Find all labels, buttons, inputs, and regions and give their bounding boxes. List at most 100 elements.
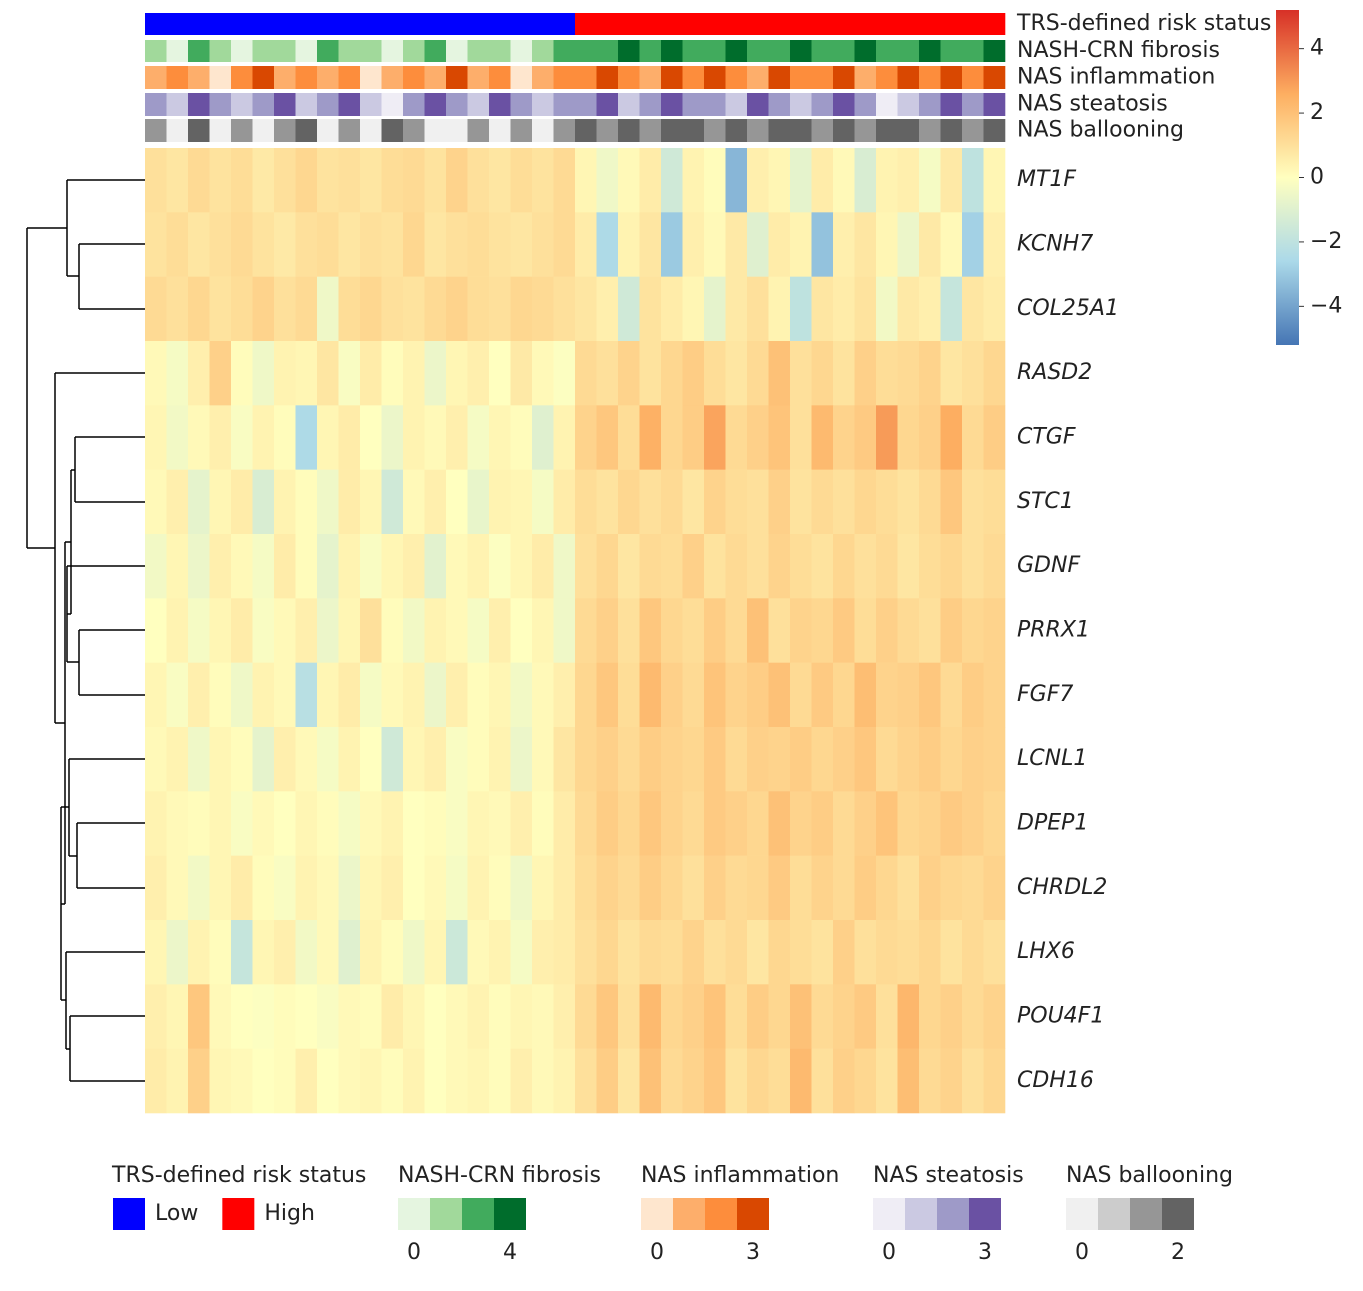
annotation-cell <box>489 40 511 62</box>
heatmap-cell <box>618 276 640 342</box>
legend-swatch <box>705 1198 737 1230</box>
heatmap-cell <box>317 855 339 921</box>
legend-tick-label: 0 <box>1075 1240 1089 1265</box>
heatmap-cell <box>403 984 425 1049</box>
legend-tick-label: 0 <box>407 1240 421 1265</box>
heatmap-cell <box>983 469 1006 535</box>
heatmap-cell <box>575 405 597 470</box>
annotation-cell <box>704 40 726 62</box>
annotation-cell <box>209 66 232 89</box>
heatmap-cell <box>919 1048 941 1114</box>
heatmap-cell <box>252 984 275 1049</box>
heatmap-cell <box>854 791 877 856</box>
heatmap-cell <box>747 1048 769 1114</box>
heatmap-cell <box>532 534 554 599</box>
heatmap-cell <box>682 662 705 728</box>
heatmap-cell <box>725 534 748 599</box>
heatmap-cell <box>854 212 877 277</box>
annotation-cell <box>489 93 511 116</box>
heatmap-cell <box>510 727 533 792</box>
heatmap-cell <box>768 341 791 406</box>
legend-swatch <box>1162 1198 1194 1230</box>
heatmap-cell <box>618 212 640 277</box>
heatmap-cell <box>510 469 533 535</box>
annotation-cell <box>166 13 189 35</box>
heatmap-cell <box>317 727 339 792</box>
heatmap-cell <box>274 276 296 342</box>
heatmap-cell <box>596 855 619 921</box>
legend-tick-label: 0 <box>882 1240 896 1265</box>
heatmap-cell <box>618 1048 640 1114</box>
heatmap-cell <box>166 534 189 599</box>
heatmap-cell <box>661 598 683 663</box>
heatmap-cell <box>661 341 683 406</box>
annotation-cell <box>897 93 920 116</box>
annotation-cell <box>575 40 597 62</box>
heatmap-cell <box>274 212 296 277</box>
heatmap-cell <box>575 469 597 535</box>
heatmap-cell <box>532 212 554 277</box>
heatmap-cell <box>725 405 748 470</box>
annotation-cell <box>897 13 920 35</box>
annotation-cell <box>768 66 791 89</box>
heatmap-cell <box>553 469 576 535</box>
heatmap-cell <box>575 276 597 342</box>
heatmap-cell <box>338 341 361 406</box>
heatmap-cell <box>682 984 705 1049</box>
heatmap-cell <box>704 920 726 985</box>
heatmap-cell <box>295 341 318 406</box>
heatmap-cell <box>768 984 791 1049</box>
annotation-cell <box>962 119 984 142</box>
heatmap-cell <box>274 984 296 1049</box>
heatmap-cell <box>983 341 1006 406</box>
heatmap-cell <box>467 1048 490 1114</box>
heatmap-cell <box>618 920 640 985</box>
legend-swatch <box>873 1198 905 1230</box>
heatmap-cell <box>682 534 705 599</box>
annotation-cell <box>553 119 576 142</box>
heatmap-cell <box>209 276 232 342</box>
annotation-cell <box>833 119 855 142</box>
heatmap-cell <box>725 984 748 1049</box>
heatmap-cell <box>274 405 296 470</box>
heatmap-cell <box>962 920 984 985</box>
heatmap-cell <box>381 984 404 1049</box>
heatmap-cell <box>489 855 511 921</box>
heatmap-cell <box>360 984 382 1049</box>
heatmap-cell <box>446 727 468 792</box>
heatmap-cell <box>188 469 210 535</box>
heatmap-cell <box>704 148 726 213</box>
heatmap-cell <box>768 469 791 535</box>
heatmap-cell <box>897 534 920 599</box>
annotation-cell <box>725 13 748 35</box>
heatmap-cell <box>661 469 683 535</box>
heatmap-cell <box>252 341 275 406</box>
heatmap-cell <box>811 662 834 728</box>
heatmap-cell <box>747 598 769 663</box>
heatmap-cell <box>919 341 941 406</box>
heatmap-cell <box>618 469 640 535</box>
legend-swatch <box>1066 1198 1098 1230</box>
annotation-cell <box>553 66 576 89</box>
heatmap-cell <box>661 276 683 342</box>
annotation-cell <box>231 93 253 116</box>
heatmap-cell <box>811 405 834 470</box>
annotation-cell <box>403 93 425 116</box>
annotation-cell <box>166 119 189 142</box>
heatmap-cell <box>403 791 425 856</box>
heatmap-cell <box>725 1048 748 1114</box>
heatmap-cell <box>317 598 339 663</box>
heatmap-cell <box>940 984 963 1049</box>
heatmap-cell <box>510 855 533 921</box>
heatmap-cell <box>338 405 361 470</box>
heatmap-cell <box>338 598 361 663</box>
heatmap-cell <box>231 405 253 470</box>
annotation-cell <box>618 93 640 116</box>
heatmap-cell <box>833 791 855 856</box>
annotation-cell <box>833 93 855 116</box>
heatmap-cell <box>833 212 855 277</box>
colorbar-tick-label: 2 <box>1310 100 1324 125</box>
heatmap-cell <box>747 727 769 792</box>
heatmap-cell <box>467 984 490 1049</box>
heatmap-cell <box>424 791 447 856</box>
